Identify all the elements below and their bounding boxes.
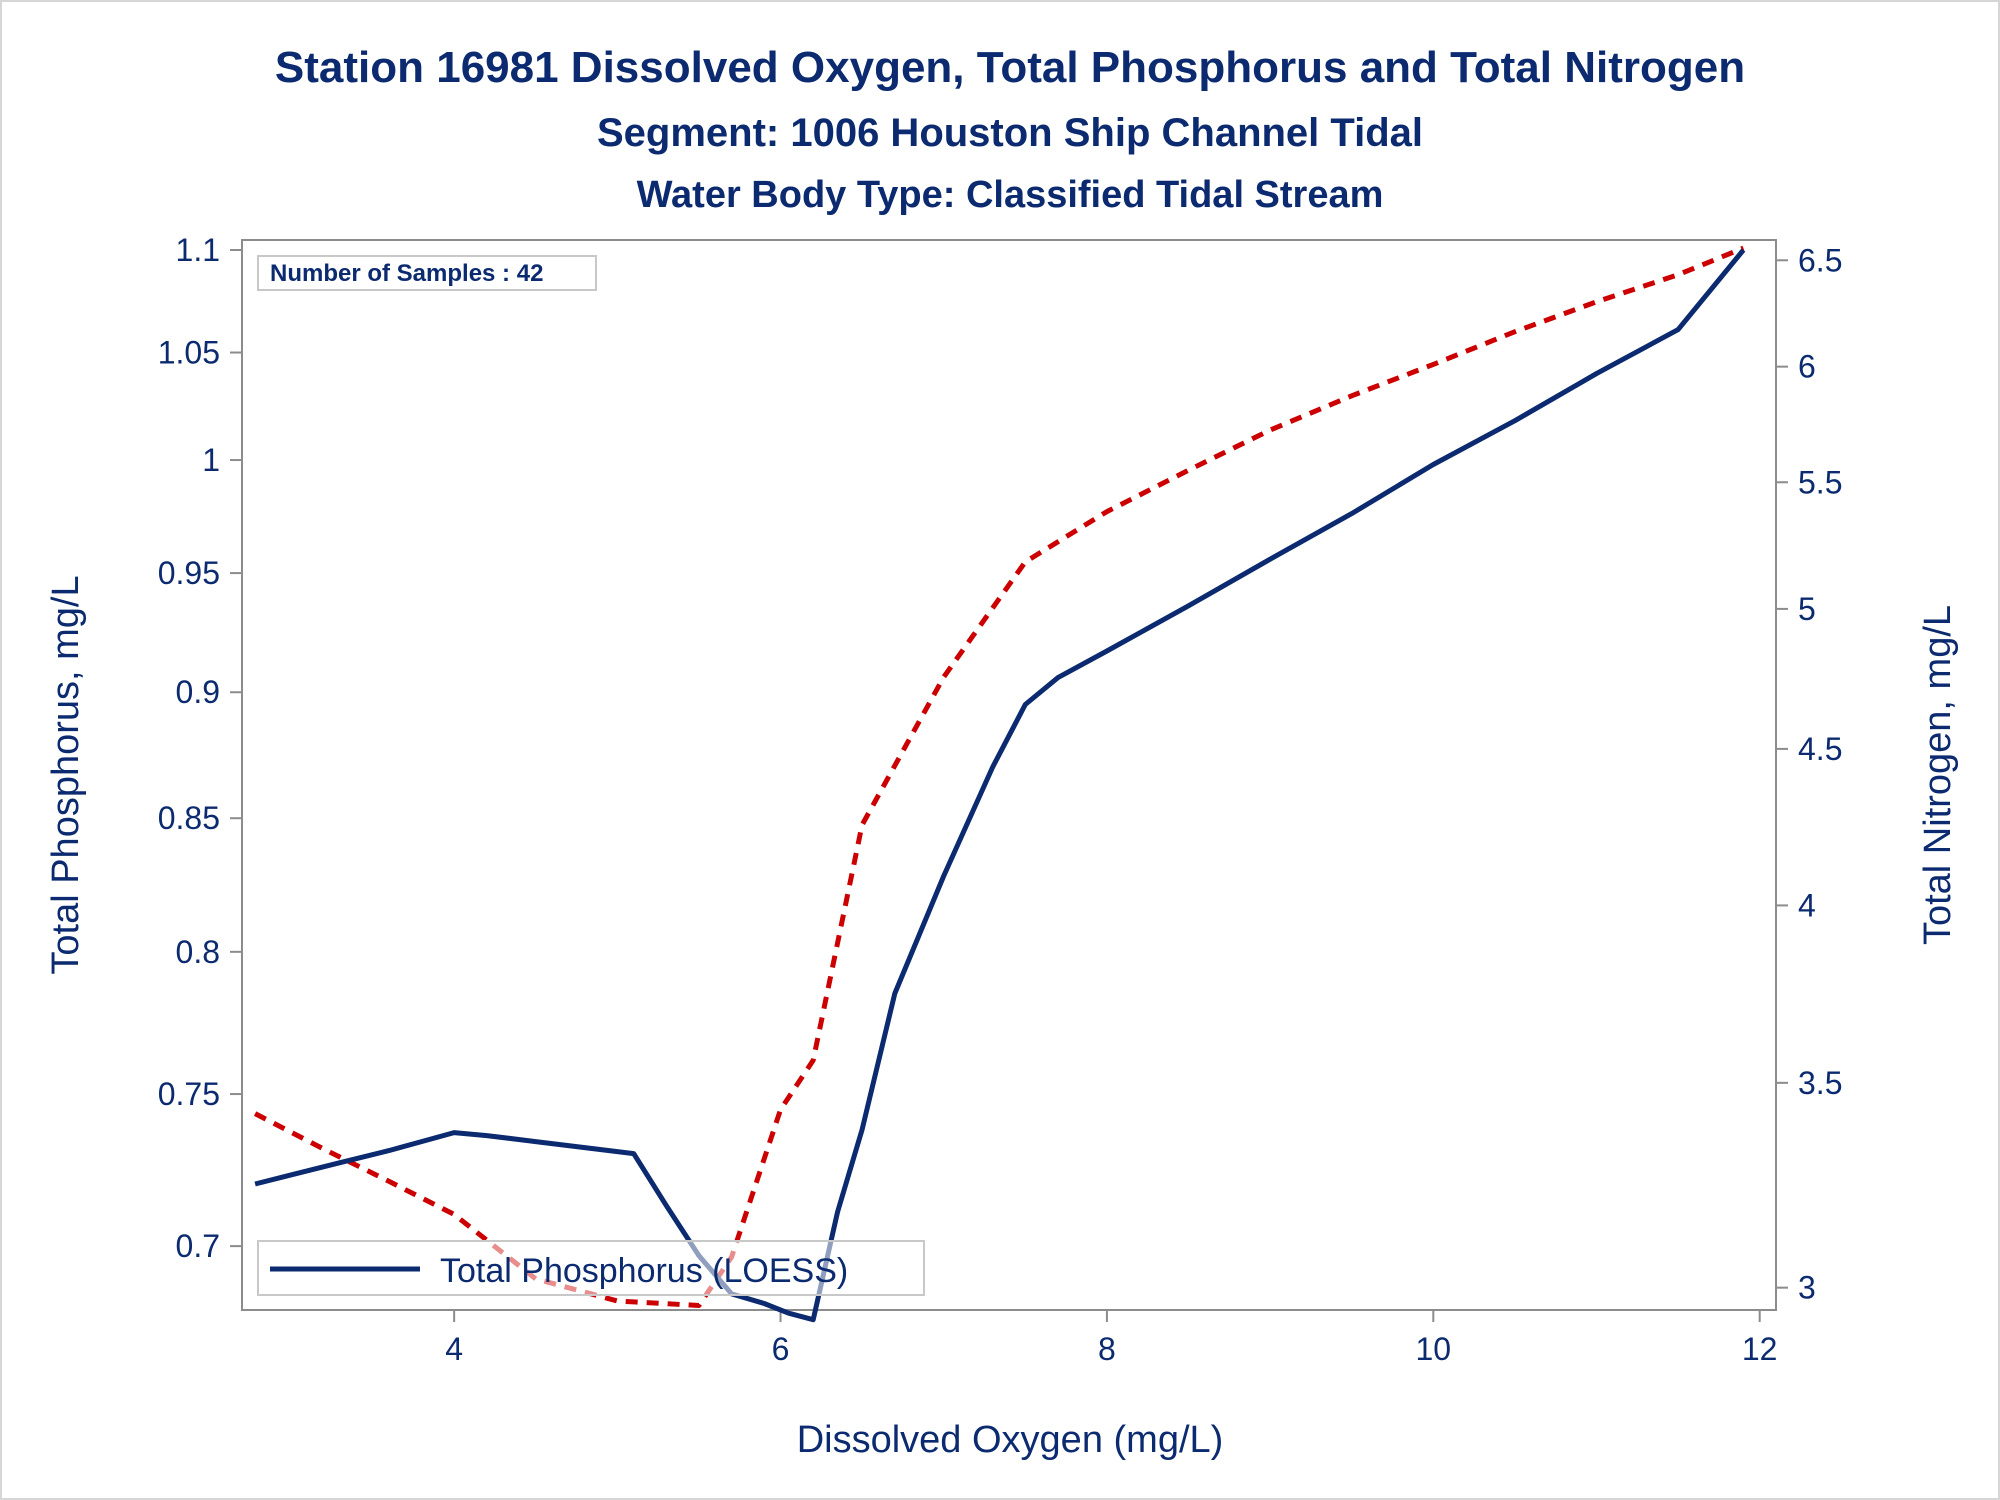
y-axis-left: 0.7 0.75 0.8 0.85 0.9 0.95 1 1.05 1.1 xyxy=(158,232,242,1264)
legend-label: Total Phosphorus (LOESS) xyxy=(440,1252,848,1290)
y-tick-label: 1 xyxy=(202,442,220,478)
plot-area xyxy=(241,239,1777,1311)
y2-tick-label: 6 xyxy=(1798,349,1816,385)
y2-axis-label: Total Nitrogen, mg/L xyxy=(1917,605,1959,945)
y2-tick-label: 5.5 xyxy=(1798,464,1842,500)
phosphorus-loess-line xyxy=(254,248,1746,1323)
sample-count-box xyxy=(257,255,597,291)
x-axis-label: Dissolved Oxygen (mg/L) xyxy=(797,1419,1224,1461)
chart-subtitle-2: Water Body Type: Classified Tidal Stream xyxy=(637,174,1384,216)
y-tick-label: 0.95 xyxy=(158,555,220,591)
y2-tick-label: 5 xyxy=(1798,591,1816,627)
y-axis-label: Total Phosphorus, mg/L xyxy=(45,575,87,974)
x-axis: 4 6 8 10 12 xyxy=(445,1310,1777,1367)
y-tick-label: 0.85 xyxy=(158,800,220,836)
x-tick-label: 10 xyxy=(1416,1331,1452,1367)
y-tick-label: 0.8 xyxy=(176,934,220,970)
sample-count-label: Number of Samples : 42 xyxy=(270,260,543,287)
y2-tick-label: 6.5 xyxy=(1798,242,1842,278)
y-tick-label: 1.1 xyxy=(176,232,220,268)
y2-tick-label: 3 xyxy=(1798,1270,1816,1306)
chart-title: Station 16981 Dissolved Oxygen, Total Ph… xyxy=(275,43,1745,92)
x-tick-label: 6 xyxy=(772,1331,790,1367)
y2-tick-label: 3.5 xyxy=(1798,1065,1842,1101)
y2-tick-label: 4.5 xyxy=(1798,731,1842,767)
y2-tick-label: 4 xyxy=(1798,887,1816,923)
series-layer xyxy=(253,245,1746,1323)
x-tick-label: 12 xyxy=(1742,1331,1778,1367)
y-tick-label: 0.7 xyxy=(176,1228,220,1264)
nitrogen-loess-line xyxy=(253,245,1745,1308)
x-tick-label: 8 xyxy=(1098,1331,1116,1367)
chart-subtitle: Segment: 1006 Houston Ship Channel Tidal xyxy=(597,111,1423,155)
y-axis-right: 3 3.5 4 4.5 5 5.5 6 6.5 xyxy=(1776,242,1842,1306)
y-tick-label: 0.75 xyxy=(158,1076,220,1112)
y-tick-label: 1.05 xyxy=(158,335,220,371)
y-tick-label: 0.9 xyxy=(176,674,220,710)
x-tick-label: 4 xyxy=(445,1331,463,1367)
